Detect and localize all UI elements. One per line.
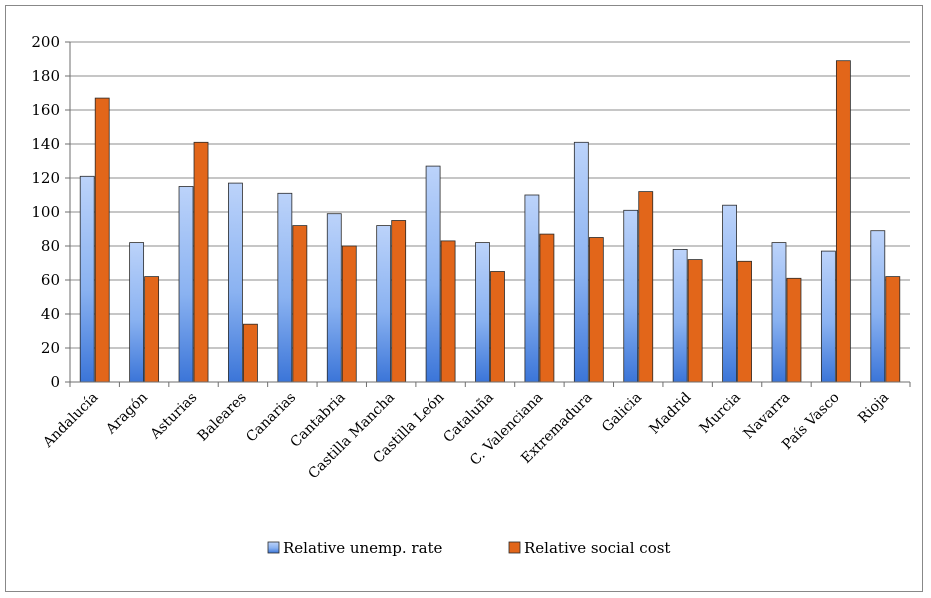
x-category-label: Asturias bbox=[147, 390, 200, 443]
legend-label-unemp-rate: Relative unemp. rate bbox=[283, 539, 443, 557]
y-tick-labels: 0 20 40 60 80 100 120 140 160 180 200 bbox=[31, 33, 60, 391]
y-tick-label: 120 bbox=[31, 169, 60, 187]
bar-unemp-rate bbox=[228, 182, 243, 383]
x-category-label: Aragón bbox=[102, 390, 150, 438]
bar-unemp-rate bbox=[672, 248, 688, 383]
bar-unemp-rate bbox=[771, 242, 787, 383]
bar-unemp-rate bbox=[277, 192, 293, 383]
bar-unemp-rate bbox=[425, 165, 441, 383]
bar-social-cost bbox=[737, 260, 752, 383]
y-tick-label: 160 bbox=[31, 101, 60, 119]
y-tick-label: 180 bbox=[31, 67, 60, 85]
bar-unemp-rate bbox=[722, 204, 737, 383]
x-category-labels: Andalucía AragónAsturiasBalearesCanariasC… bbox=[40, 389, 893, 482]
bar-unemp-rate bbox=[820, 250, 836, 383]
bar-unemp-rate bbox=[326, 213, 342, 383]
y-tick-label: 80 bbox=[41, 237, 60, 255]
bar-unemp-rate bbox=[870, 230, 886, 383]
y-tick-label: 140 bbox=[31, 135, 60, 153]
gridlines bbox=[70, 41, 910, 349]
legend: Relative unemp. rate Relative social cost bbox=[267, 539, 670, 557]
x-category-label: Madrid bbox=[647, 389, 695, 437]
bars bbox=[79, 60, 901, 383]
bar-unemp-rate bbox=[129, 242, 145, 383]
bar-social-cost bbox=[786, 277, 802, 383]
legend-swatch-social-cost bbox=[508, 541, 521, 554]
bar-unemp-rate bbox=[178, 186, 194, 383]
x-category-label: Galicia bbox=[599, 390, 645, 436]
bar-unemp-rate bbox=[524, 194, 540, 383]
x-category-label: Castilla Mancha bbox=[305, 390, 398, 483]
y-tick-label: 20 bbox=[41, 339, 60, 357]
bar-social-cost bbox=[193, 141, 209, 383]
y-tick-label: 100 bbox=[31, 203, 60, 221]
x-category-label: Murcia bbox=[697, 390, 744, 437]
bar-social-cost bbox=[490, 271, 505, 383]
bar-unemp-rate bbox=[475, 242, 490, 383]
bar-social-cost bbox=[94, 97, 110, 383]
bar-unemp-rate bbox=[623, 209, 639, 383]
y-tick-label: 40 bbox=[41, 305, 60, 323]
bar-social-cost bbox=[588, 237, 604, 383]
bar-unemp-rate bbox=[376, 225, 392, 383]
bar-social-cost bbox=[243, 323, 258, 383]
legend-swatch-unemp-rate bbox=[267, 541, 280, 554]
bar-social-cost bbox=[539, 233, 555, 383]
bar-unemp-rate bbox=[573, 141, 589, 383]
bar-social-cost bbox=[292, 225, 308, 383]
bar-social-cost bbox=[638, 191, 654, 383]
x-category-label: Andalucía bbox=[40, 390, 102, 452]
bar-social-cost bbox=[835, 60, 851, 383]
bar-social-cost bbox=[144, 276, 160, 383]
axes bbox=[65, 41, 911, 387]
y-tick-label: 0 bbox=[50, 373, 60, 391]
bar-social-cost bbox=[391, 220, 407, 383]
y-tick-label: 60 bbox=[41, 271, 60, 289]
bar-social-cost bbox=[341, 245, 357, 383]
x-category-label: Rioja bbox=[855, 390, 892, 427]
y-tick-label: 200 bbox=[31, 33, 60, 51]
bar-social-cost bbox=[885, 276, 901, 383]
legend-label-social-cost: Relative social cost bbox=[524, 539, 670, 557]
bar-unemp-rate bbox=[79, 175, 95, 383]
bar-social-cost bbox=[440, 240, 456, 383]
x-category-label: Baleares bbox=[195, 390, 250, 445]
bar-social-cost bbox=[687, 259, 703, 383]
